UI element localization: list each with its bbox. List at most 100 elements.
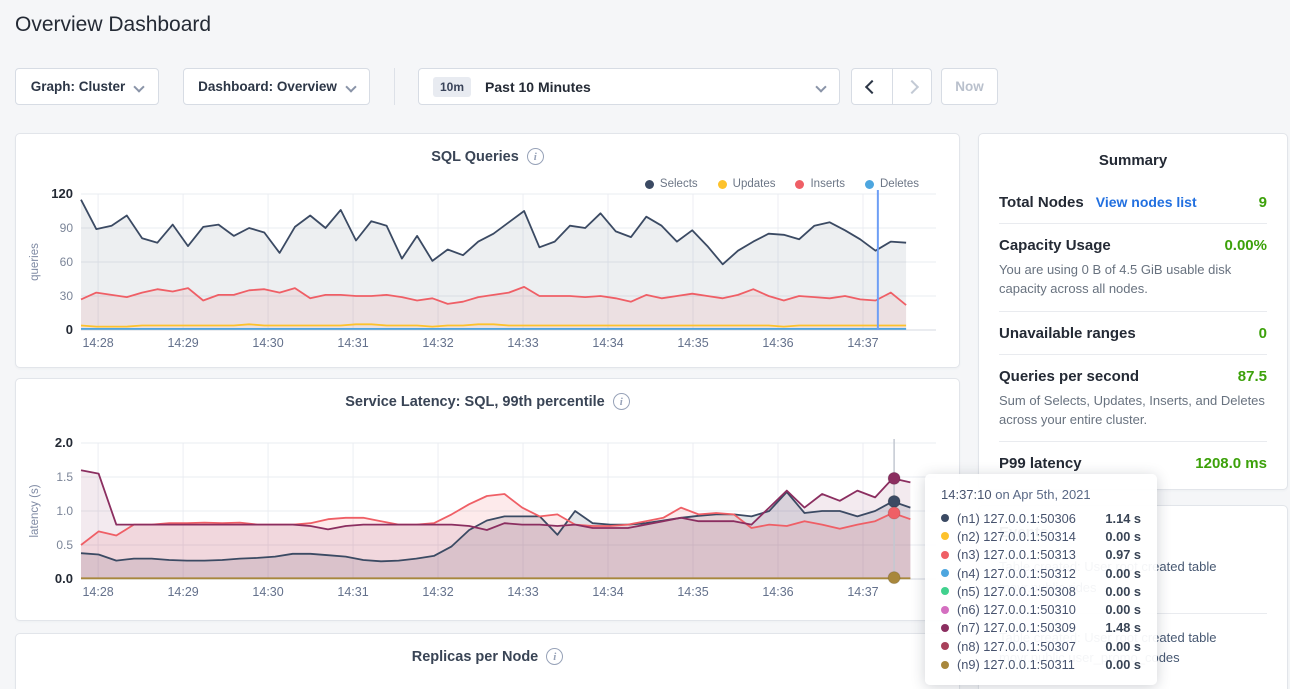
summary-row-label: Capacity Usage xyxy=(999,237,1111,254)
series-dot-icon xyxy=(941,642,949,651)
summary-row: Unavailable ranges 0 xyxy=(999,310,1267,354)
legend-item[interactable]: Deletes xyxy=(865,178,919,190)
tooltip-node-value: 0.00 s xyxy=(1105,583,1141,599)
tooltip-node-label: (n7) 127.0.0.1:50309 xyxy=(957,620,1076,636)
service-latency-panel: Service Latency: SQL, 99th percentile i … xyxy=(15,378,960,621)
svg-text:90: 90 xyxy=(60,221,74,235)
legend-dot-icon xyxy=(644,179,654,189)
chart-title: Service Latency: SQL, 99th percentile xyxy=(345,393,605,410)
summary-row-label: Queries per second xyxy=(999,367,1140,385)
time-range-picker[interactable]: 10m Past 10 Minutes xyxy=(418,68,840,105)
chart-hover-tooltip: 14:37:10 on Apr 5th, 2021 (n1) 127.0.0.1… xyxy=(925,474,1157,685)
graph-dropdown[interactable]: Graph: Cluster xyxy=(15,68,159,105)
page-title: Overview Dashboard xyxy=(15,13,212,36)
legend-item[interactable]: Inserts xyxy=(795,178,845,190)
tooltip-node-label: (n6) 127.0.0.1:50310 xyxy=(957,602,1076,618)
tooltip-time: 14:37:10 xyxy=(941,487,992,502)
summary-row-value: 0 xyxy=(1258,324,1267,342)
tooltip-date: on Apr 5th, 2021 xyxy=(991,487,1091,502)
tooltip-node-value: 0.00 s xyxy=(1105,528,1141,544)
tooltip-row: (n8) 127.0.0.1:50307 0.00 s xyxy=(941,637,1141,655)
svg-text:14:29: 14:29 xyxy=(167,336,198,350)
svg-text:1.5: 1.5 xyxy=(56,470,73,484)
summary-panel: Summary Total Nodes View nodes list 9 Capac… xyxy=(978,133,1288,490)
legend-label: Inserts xyxy=(810,178,845,190)
summary-row-subtext: You are using 0 B of 4.5 GiB usable disk… xyxy=(999,262,1232,296)
series-dot-icon xyxy=(941,605,949,614)
tooltip-node-value: 1.14 s xyxy=(1105,510,1141,526)
info-icon[interactable]: i xyxy=(546,648,564,665)
legend-item[interactable]: Selects xyxy=(644,178,698,190)
tooltip-node-label: (n4) 127.0.0.1:50312 xyxy=(957,565,1076,581)
service-latency-chart[interactable]: 14:28 14:29 14:30 14:31 14:32 14:33 14:34 14:35… xyxy=(16,433,961,611)
legend-item[interactable]: Updates xyxy=(717,178,775,190)
svg-text:14:31: 14:31 xyxy=(337,585,368,599)
tooltip-node-label: (n9) 127.0.0.1:50311 xyxy=(957,657,1075,673)
svg-text:60: 60 xyxy=(60,255,74,269)
svg-text:14:30: 14:30 xyxy=(252,585,283,599)
now-button: Now xyxy=(941,68,998,105)
svg-text:0: 0 xyxy=(66,322,73,337)
svg-text:14:37: 14:37 xyxy=(847,585,878,599)
tooltip-node-label: (n2) 127.0.0.1:50314 xyxy=(957,528,1076,544)
time-step-buttons xyxy=(851,68,932,105)
summary-row-subtext: Sum of Selects, Updates, Inserts, and De… xyxy=(999,392,1265,427)
svg-text:14:31: 14:31 xyxy=(337,336,368,350)
svg-text:120: 120 xyxy=(51,186,73,201)
chevron-right-icon xyxy=(904,79,919,94)
svg-text:14:32: 14:32 xyxy=(422,336,453,350)
tooltip-row: (n1) 127.0.0.1:50306 1.14 s xyxy=(941,509,1141,527)
dashboard-dropdown-label: Dashboard: Overview xyxy=(198,79,337,94)
next-range-button xyxy=(891,69,932,104)
summary-rows: Total Nodes View nodes list 9 Capacity Usag… xyxy=(999,181,1267,484)
tooltip-row: (n9) 127.0.0.1:50311 0.00 s xyxy=(941,655,1141,673)
summary-row-value: 0.00% xyxy=(1224,237,1267,254)
graph-dropdown-label: Graph: Cluster xyxy=(30,79,126,94)
svg-text:14:30: 14:30 xyxy=(252,336,283,350)
legend-label: Deletes xyxy=(880,178,919,190)
series-dot-icon xyxy=(941,550,949,559)
chevron-left-icon xyxy=(864,79,879,94)
svg-text:14:32: 14:32 xyxy=(422,585,453,599)
legend-dot-icon xyxy=(865,179,874,189)
svg-text:14:37: 14:37 xyxy=(847,336,878,350)
tooltip-timestamp: 14:37:10 on Apr 5th, 2021 xyxy=(941,487,1141,502)
time-range-label: Past 10 Minutes xyxy=(485,78,591,95)
summary-row: Queries per second 87.5 Sum of Selects, Up… xyxy=(999,353,1267,442)
summary-row-label: Unavailable ranges xyxy=(999,324,1136,342)
dashboard-dropdown[interactable]: Dashboard: Overview xyxy=(183,68,370,105)
svg-text:14:35: 14:35 xyxy=(677,336,708,350)
svg-text:14:34: 14:34 xyxy=(592,336,623,350)
tooltip-node-value: 1.48 s xyxy=(1105,620,1141,636)
time-range-badge: 10m xyxy=(433,76,472,97)
legend-dot-icon xyxy=(717,179,727,189)
sql-queries-panel: SQL Queries i Selects Updates Inserts Delet… xyxy=(15,133,960,368)
view-nodes-list-link[interactable]: View nodes list xyxy=(1095,194,1197,210)
tooltip-node-value: 0.00 s xyxy=(1105,657,1141,673)
replicas-per-node-panel: Replicas per Node i xyxy=(15,633,960,689)
info-icon[interactable]: i xyxy=(612,393,630,410)
series-dot-icon xyxy=(941,587,949,596)
svg-text:14:35: 14:35 xyxy=(677,585,708,599)
chart-title: SQL Queries xyxy=(431,148,519,165)
summary-row-value: 1208.0 ms xyxy=(1195,455,1267,473)
svg-text:0.0: 0.0 xyxy=(55,571,73,586)
svg-text:14:28: 14:28 xyxy=(82,336,113,350)
svg-text:14:29: 14:29 xyxy=(167,585,198,599)
info-icon[interactable]: i xyxy=(526,148,544,165)
tooltip-rows: (n1) 127.0.0.1:50306 1.14 s (n2) 127.0.0.1… xyxy=(941,509,1141,674)
tooltip-row: (n3) 127.0.0.1:50313 0.97 s xyxy=(941,546,1141,564)
sql-queries-legend: Selects Updates Inserts Deletes xyxy=(644,178,919,190)
svg-text:14:36: 14:36 xyxy=(762,585,793,599)
tooltip-node-value: 0.00 s xyxy=(1105,638,1141,654)
summary-row: Capacity Usage 0.00% You are using 0 B of … xyxy=(999,223,1267,311)
tooltip-node-value: 0.97 s xyxy=(1105,547,1141,563)
tooltip-node-label: (n1) 127.0.0.1:50306 xyxy=(957,510,1076,526)
chevron-down-icon xyxy=(817,83,825,91)
svg-text:queries: queries xyxy=(29,243,41,281)
tooltip-row: (n2) 127.0.0.1:50314 0.00 s xyxy=(941,527,1141,545)
tooltip-row: (n6) 127.0.0.1:50310 0.00 s xyxy=(941,600,1141,618)
previous-range-button[interactable] xyxy=(852,69,892,104)
sql-queries-chart[interactable]: 14:28 14:29 14:30 14:31 14:32 14:33 14:34 14:35… xyxy=(16,184,961,362)
svg-text:30: 30 xyxy=(60,289,74,303)
